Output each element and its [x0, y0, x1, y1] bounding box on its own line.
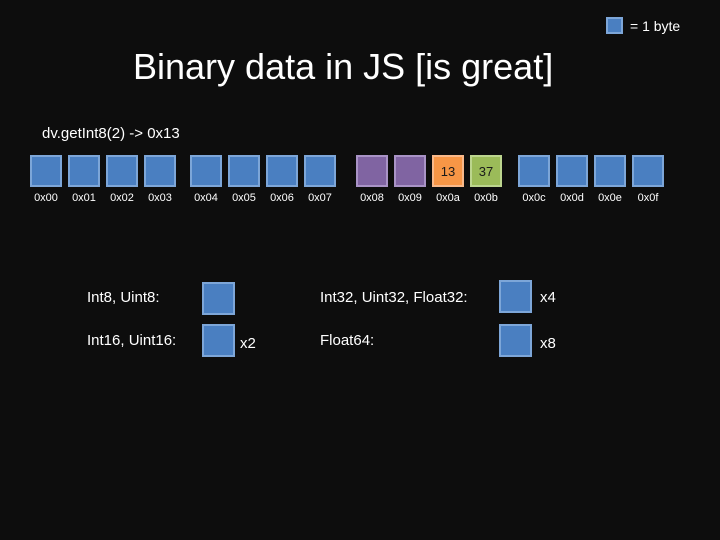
byte-cell-5: [228, 155, 260, 187]
legend-label: = 1 byte: [630, 18, 681, 34]
byte-address-8: 0x08: [360, 192, 384, 204]
byte-cell-11: 37: [470, 155, 502, 187]
byte-address-12: 0x0c: [522, 192, 546, 204]
byte-address-2: 0x02: [110, 192, 134, 204]
byte-cell-8: [356, 155, 388, 187]
legend-byte-swatch: [606, 17, 623, 34]
byte-address-4: 0x04: [194, 192, 218, 204]
int8-label: Int8, Uint8:: [87, 289, 160, 306]
byte-address-7: 0x07: [308, 192, 332, 204]
int32-byte-box: [499, 280, 532, 313]
byte-address-9: 0x09: [398, 192, 422, 204]
byte-address-5: 0x05: [232, 192, 256, 204]
byte-address-10: 0x0a: [436, 192, 460, 204]
byte-address-14: 0x0e: [598, 192, 622, 204]
int16-byte-box: [202, 324, 235, 357]
byte-cell-13: [556, 155, 588, 187]
byte-cell-12: [518, 155, 550, 187]
byte-address-11: 0x0b: [474, 192, 498, 204]
byte-cell-4: [190, 155, 222, 187]
byte-cell-3: [144, 155, 176, 187]
byte-address-6: 0x06: [270, 192, 294, 204]
byte-cell-9: [394, 155, 426, 187]
byte-address-1: 0x01: [72, 192, 96, 204]
float64-label: Float64:: [320, 332, 375, 349]
byte-cell-10: 13: [432, 155, 464, 187]
byte-cell-0: [30, 155, 62, 187]
int16-label: Int16, Uint16:: [87, 332, 177, 349]
byte-cell-1: [68, 155, 100, 187]
byte-address-0: 0x00: [34, 192, 58, 204]
int8-byte-box: [202, 282, 235, 315]
byte-address-15: 0x0f: [637, 192, 659, 204]
float64-byte-box: [499, 324, 532, 357]
byte-address-13: 0x0d: [560, 192, 584, 204]
int32-multiplier: x4: [540, 289, 556, 306]
byte-address-3: 0x03: [148, 192, 172, 204]
byte-cell-15: [632, 155, 664, 187]
byte-cell-14: [594, 155, 626, 187]
byte-cell-2: [106, 155, 138, 187]
byte-cell-7: [304, 155, 336, 187]
byte-cell-6: [266, 155, 298, 187]
int32-label: Int32, Uint32, Float32:: [320, 289, 468, 306]
float64-multiplier: x8: [540, 335, 556, 352]
code-example: dv.getInt8(2) -> 0x13: [42, 125, 180, 142]
page-title: Binary data in JS [is great]: [133, 46, 554, 87]
int16-multiplier: x2: [240, 335, 256, 352]
